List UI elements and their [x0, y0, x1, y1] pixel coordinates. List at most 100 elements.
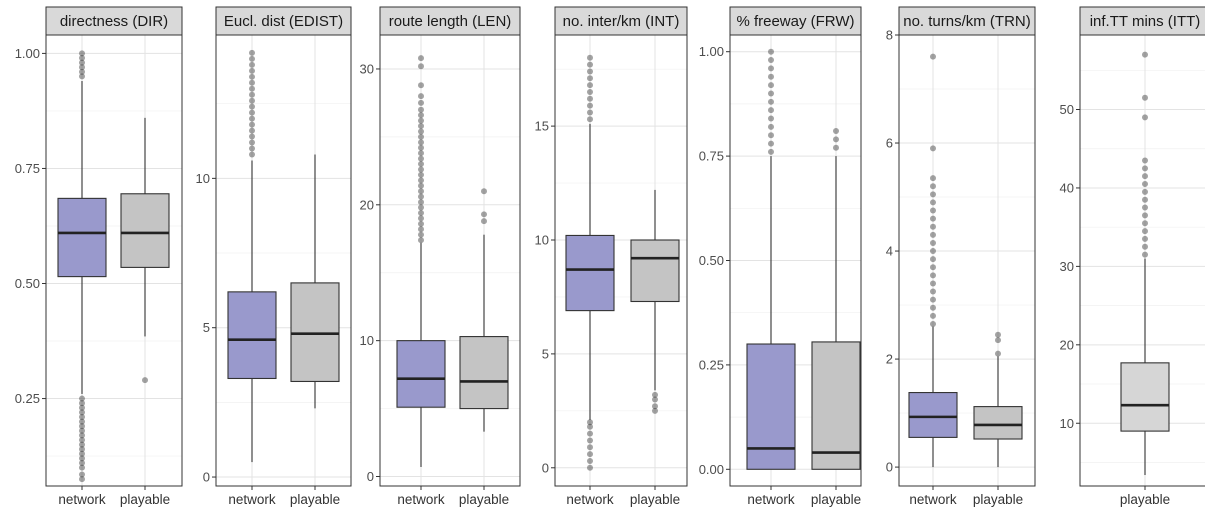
- outlier-point: [79, 423, 85, 430]
- outlier-point: [249, 103, 255, 110]
- outlier-point: [79, 409, 85, 416]
- outlier-point: [249, 145, 255, 152]
- iqr-box: [565, 234, 615, 312]
- outlier-point: [1142, 220, 1148, 227]
- y-tick-label: 10: [196, 171, 210, 186]
- outlier-point: [587, 75, 593, 82]
- outlier-point: [249, 67, 255, 74]
- iqr-box: [908, 392, 958, 438]
- outlier-point: [418, 55, 424, 62]
- outlier-point: [768, 90, 774, 97]
- facet-panel: 0 2 4 6 8 no. turns/km (TRN) network playable: [886, 6, 1036, 507]
- outlier-point: [587, 61, 593, 68]
- outlier-point: [1142, 188, 1148, 195]
- iqr-box: [1120, 362, 1170, 432]
- outlier-point: [418, 155, 424, 162]
- outlier-point: [249, 55, 255, 62]
- x-category-label: network: [909, 492, 957, 507]
- outlier-point: [249, 127, 255, 134]
- outlier-point: [1142, 173, 1148, 180]
- y-tick-label: 0: [367, 469, 374, 484]
- outlier-point: [418, 99, 424, 106]
- outlier-point: [249, 91, 255, 98]
- panel-border: [379, 34, 521, 487]
- outlier-point: [587, 444, 593, 451]
- box-playable: [630, 189, 680, 414]
- y-tick-label: 1.00: [15, 46, 40, 61]
- outlier-point: [79, 64, 85, 71]
- outlier-point: [418, 117, 424, 124]
- iqr-box: [811, 341, 861, 470]
- outlier-point: [79, 455, 85, 462]
- y-tick-label: 0.50: [699, 253, 724, 268]
- strip-header: [898, 6, 1036, 36]
- x-category-label: playable: [973, 492, 1023, 507]
- outlier-point: [79, 400, 85, 407]
- outlier-point: [79, 418, 85, 425]
- outlier-point: [587, 82, 593, 89]
- outlier-point: [768, 123, 774, 130]
- facet-panel: 10 20 30 40 50 inf.TT mins (ITT) playable: [1060, 6, 1205, 507]
- outlier-point: [481, 218, 487, 225]
- y-tick-label: 0.25: [15, 391, 40, 406]
- outlier-point: [79, 55, 85, 62]
- outlier-point: [930, 264, 936, 271]
- outlier-point: [833, 128, 839, 135]
- outlier-point: [1142, 235, 1148, 242]
- facet-title: directness (DIR): [60, 13, 168, 30]
- box-playable: [290, 154, 340, 409]
- outlier-point: [418, 199, 424, 206]
- outlier-point: [587, 54, 593, 61]
- box-playable: [120, 117, 170, 384]
- outlier-point: [79, 432, 85, 439]
- x-category-label: network: [397, 492, 445, 507]
- outlier-point: [79, 404, 85, 411]
- outlier-point: [1142, 212, 1148, 219]
- x-category-label: playable: [811, 492, 861, 507]
- box-playable: [459, 188, 509, 432]
- outlier-point: [418, 144, 424, 151]
- outlier-point: [930, 175, 936, 182]
- x-category-label: network: [566, 492, 614, 507]
- outlier-point: [249, 139, 255, 146]
- outlier-point: [652, 391, 658, 398]
- outlier-point: [587, 68, 593, 75]
- outlier-point: [1142, 181, 1148, 188]
- facet-panel: 0 10 20 30 route length (LEN) network playable: [360, 6, 521, 507]
- outlier-point: [768, 107, 774, 114]
- outlier-point: [249, 133, 255, 140]
- y-tick-label: 20: [360, 197, 374, 212]
- outlier-point: [418, 231, 424, 238]
- outlier-point: [79, 459, 85, 466]
- outlier-point: [418, 182, 424, 189]
- outlier-point: [930, 272, 936, 279]
- outlier-point: [481, 188, 487, 195]
- y-tick-label: 6: [886, 136, 893, 151]
- outlier-point: [79, 436, 85, 443]
- box-playable: [811, 128, 861, 470]
- outlier-point: [249, 121, 255, 128]
- outlier-point: [249, 109, 255, 116]
- outlier-point: [768, 57, 774, 64]
- outlier-point: [930, 223, 936, 230]
- box-playable: [1120, 51, 1170, 476]
- y-tick-label: 10: [535, 233, 549, 248]
- y-tick-label: 0.00: [699, 462, 724, 477]
- outlier-point: [418, 112, 424, 119]
- panel-border: [215, 34, 352, 487]
- y-tick-label: 30: [360, 61, 374, 76]
- y-tick-label: 2: [886, 352, 893, 367]
- box-network: [908, 53, 958, 468]
- outlier-point: [587, 88, 593, 95]
- outlier-point: [930, 296, 936, 303]
- x-category-label: playable: [290, 492, 340, 507]
- outlier-point: [79, 427, 85, 434]
- outlier-point: [930, 304, 936, 311]
- box-network: [57, 50, 107, 483]
- outlier-point: [930, 312, 936, 319]
- outlier-point: [995, 337, 1001, 344]
- strip-header: [1079, 6, 1205, 36]
- outlier-point: [587, 437, 593, 444]
- box-playable: [973, 331, 1023, 468]
- outlier-point: [418, 93, 424, 100]
